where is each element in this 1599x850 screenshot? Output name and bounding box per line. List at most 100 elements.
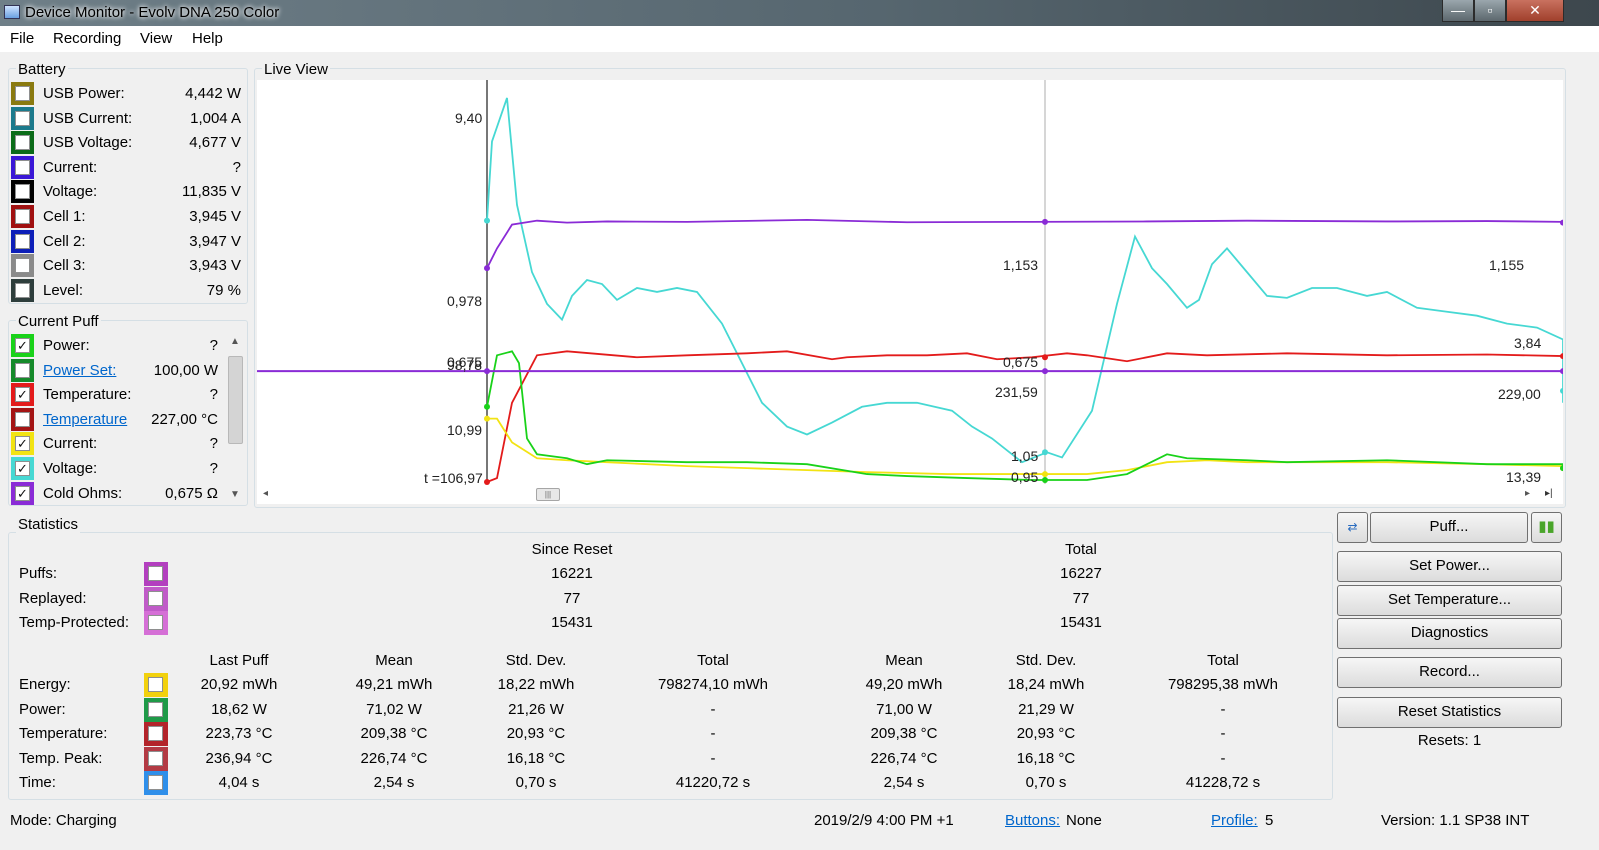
menu-file[interactable]: File <box>10 30 35 47</box>
puff-checkbox[interactable]: ✓ <box>15 485 30 501</box>
stat-row-label: Temp. Peak: <box>19 749 103 767</box>
set-temperature-button[interactable]: Set Temperature... <box>1337 585 1562 616</box>
current-puff-title: Current Puff <box>16 313 101 330</box>
stat-row-checkbox[interactable] <box>148 726 163 741</box>
stat-cell: 20,93 °C <box>1016 725 1076 742</box>
stat-row-checkbox[interactable] <box>148 775 163 790</box>
stat-col-header: Mean <box>885 652 923 669</box>
battery-checkbox[interactable] <box>15 159 30 175</box>
puff-checkbox[interactable]: ✓ <box>15 461 30 476</box>
stat-row-label: Energy: <box>19 676 71 693</box>
battery-checkbox[interactable] <box>15 258 30 274</box>
puff-color-swatch: ✓ <box>11 334 34 357</box>
battery-label: Cell 2: <box>43 232 86 250</box>
label-r4: 13,39 <box>1506 469 1541 485</box>
chart-hscrollbar[interactable]: ◂ ||| ▸ ▸| <box>257 486 1563 504</box>
puff-color-swatch: ✓ <box>11 457 34 480</box>
puff-value: 100,00 W <box>153 361 218 379</box>
puff-checkbox[interactable]: ✓ <box>15 436 30 452</box>
live-view-chart[interactable]: 9,40 0,978 0,675 98,78 10,99 t =106,97 1… <box>257 80 1566 504</box>
live-view-title: Live View <box>262 61 330 78</box>
buttons-link[interactable]: Buttons: <box>1005 812 1061 829</box>
series-line-2 <box>486 350 1564 483</box>
scroll-down-icon[interactable]: ▼ <box>230 489 240 500</box>
series-marker <box>1042 218 1048 225</box>
puff-label[interactable]: Power Set: <box>43 361 117 379</box>
minimize-button[interactable]: — <box>1442 0 1474 22</box>
stat-cell: 4,04 s <box>218 774 260 791</box>
series-line-1 <box>486 218 1564 269</box>
stat-cell: - <box>1220 725 1226 742</box>
battery-checkbox[interactable] <box>15 135 30 151</box>
scroll-up-icon[interactable]: ▲ <box>230 336 240 347</box>
battery-row: USB Power: 4,442 W <box>11 82 241 105</box>
scroll-right-icon[interactable]: ▸ <box>1525 488 1531 499</box>
profile-link[interactable]: Profile: <box>1211 812 1258 829</box>
puff-label: Current: <box>43 435 98 453</box>
battery-color-swatch <box>11 205 34 228</box>
close-button[interactable]: ✕ <box>1506 0 1564 22</box>
stat-row-label: Temperature: <box>19 725 108 742</box>
replay-icon-button[interactable]: ⇄ <box>1337 512 1368 543</box>
puff-color-swatch <box>11 358 34 382</box>
puff-scrollbar[interactable]: ▲ ▼ <box>227 334 244 502</box>
title-bar: Device Monitor - Evolv DNA 250 Color — ▫… <box>0 0 1599 26</box>
stat-total-value: 15431 <box>1060 614 1102 631</box>
battery-checkbox[interactable] <box>15 86 30 101</box>
stat-cell: 226,74 °C <box>360 749 428 767</box>
battery-checkbox[interactable] <box>15 233 30 249</box>
stat-row-checkbox[interactable] <box>148 701 163 717</box>
puff-row: ✓ Power:? <box>11 334 218 357</box>
scroll-end-icon[interactable]: ▸| <box>1545 488 1553 499</box>
stat-since-value: 77 <box>563 589 581 607</box>
hscroll-thumb[interactable]: ||| <box>536 488 560 501</box>
since-reset-header: Since Reset <box>531 541 613 558</box>
stat-count-swatch <box>144 586 168 611</box>
puff-checkbox[interactable]: ✓ <box>15 338 30 353</box>
stat-count-checkbox[interactable] <box>148 590 163 606</box>
diagnostics-button[interactable]: Diagnostics <box>1337 618 1562 649</box>
puff-row: ✓ Cold Ohms: 0,675 Ω <box>11 481 218 505</box>
puff-checkbox[interactable] <box>15 411 30 427</box>
battery-label: Cell 3: <box>43 257 86 275</box>
puff-checkbox[interactable] <box>15 362 30 378</box>
scroll-left-icon[interactable]: ◂ <box>263 488 269 499</box>
pause-button[interactable]: ▮▮ <box>1531 512 1562 543</box>
reset-statistics-button[interactable]: Reset Statistics <box>1337 697 1562 728</box>
battery-value: 11,835 V <box>182 183 241 201</box>
stat-count-checkbox[interactable] <box>148 566 163 581</box>
stat-row-checkbox[interactable] <box>148 677 163 692</box>
battery-label: USB Current: <box>43 109 133 127</box>
battery-checkbox[interactable] <box>15 209 30 224</box>
battery-checkbox[interactable] <box>15 184 30 200</box>
stat-count-swatch <box>144 611 168 635</box>
set-power-button[interactable]: Set Power... <box>1337 551 1562 582</box>
maximize-button[interactable]: ▫ <box>1474 0 1506 22</box>
menu-help[interactable]: Help <box>192 30 223 47</box>
stat-count-checkbox[interactable] <box>148 615 163 630</box>
stat-cell: 209,38 °C <box>360 725 428 742</box>
battery-checkbox[interactable] <box>15 282 30 298</box>
puff-button[interactable]: Puff... <box>1370 512 1528 543</box>
replay-icon: ⇄ <box>1347 520 1358 534</box>
label-l2: 0,978 <box>447 293 482 309</box>
stat-cell: 71,02 W <box>366 700 422 718</box>
record-button[interactable]: Record... <box>1337 657 1562 688</box>
scroll-thumb[interactable] <box>228 356 243 444</box>
puff-color-swatch: ✓ <box>11 432 34 456</box>
stat-cell: 2,54 s <box>883 774 925 791</box>
menu-recording[interactable]: Recording <box>53 30 122 47</box>
live-chart-svg: 9,40 0,978 0,675 98,78 10,99 t =106,97 1… <box>257 80 1566 486</box>
stat-cell: 0,70 s <box>1025 774 1067 791</box>
series-marker <box>1560 353 1566 360</box>
stat-row-checkbox[interactable] <box>148 750 163 766</box>
battery-checkbox[interactable] <box>15 110 30 126</box>
puff-checkbox[interactable]: ✓ <box>15 387 30 403</box>
battery-label: Voltage: <box>43 183 98 201</box>
menu-view[interactable]: View <box>140 30 173 47</box>
stat-since-value: 16221 <box>551 565 593 582</box>
puff-label: Temperature: <box>43 386 132 404</box>
puff-label[interactable]: Temperature <box>43 410 128 428</box>
stat-cell: 16,18 °C <box>1016 749 1076 767</box>
stat-col-header: Total <box>697 652 729 669</box>
